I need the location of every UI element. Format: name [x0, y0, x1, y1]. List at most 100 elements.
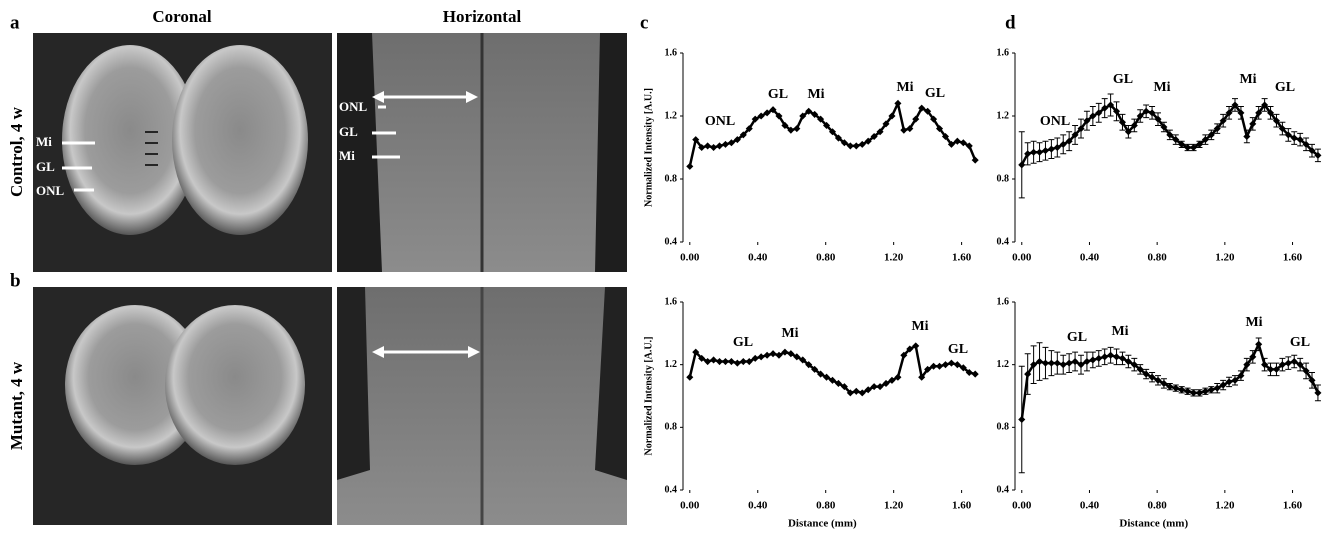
point [924, 365, 932, 373]
point [799, 112, 807, 120]
point [906, 345, 914, 353]
x-tick-label: 1.60 [952, 252, 972, 264]
point [757, 353, 765, 361]
annotation: GL [1290, 335, 1310, 350]
annotation: GL [1113, 72, 1133, 87]
point [781, 121, 789, 129]
panel-label: d [1005, 12, 1016, 33]
point [864, 137, 872, 145]
point [751, 354, 759, 362]
point [1178, 386, 1186, 394]
point [870, 132, 878, 141]
annotation: Mi [1111, 324, 1128, 339]
x-tick-label: 1.20 [1215, 252, 1235, 264]
x-axis-label: Distance (mm) [788, 518, 857, 530]
y-tick-label: 0.4 [997, 236, 1010, 247]
point [882, 379, 890, 388]
point [852, 387, 860, 395]
annotation: ONL [1040, 114, 1070, 129]
point [1047, 145, 1055, 153]
point [1095, 354, 1103, 362]
y-tick-label: 0.4 [665, 236, 678, 247]
point [959, 364, 967, 372]
x-tick-label: 0.40 [748, 500, 768, 512]
point [727, 139, 735, 147]
annotation: GL [768, 87, 788, 102]
point [745, 357, 753, 366]
point [840, 383, 848, 391]
row-header: Control, 4 w [7, 106, 26, 197]
point [1107, 351, 1115, 359]
y-tick-label: 1.6 [665, 296, 678, 307]
point [876, 128, 884, 136]
image-label: Mi [36, 134, 52, 149]
point [846, 142, 854, 150]
point [692, 136, 700, 144]
point [1018, 415, 1026, 424]
point [1184, 387, 1192, 395]
point [1089, 356, 1097, 364]
point [739, 131, 747, 139]
point [775, 351, 783, 359]
point [817, 370, 825, 378]
point [947, 359, 955, 367]
point [751, 115, 759, 123]
point [1207, 386, 1215, 394]
point [900, 126, 908, 134]
y-tick-label: 1.2 [997, 359, 1010, 370]
image-label: Mi [339, 148, 355, 163]
column-header: Horizontal [443, 7, 522, 26]
column-header: Coronal [152, 7, 211, 26]
point [721, 140, 730, 148]
y-axis-label: Normalized Intensity [A.U.] [643, 88, 654, 207]
point [733, 359, 741, 367]
y-tick-label: 1.2 [665, 359, 678, 370]
y-tick-label: 0.8 [997, 422, 1010, 433]
point [876, 383, 884, 391]
point [698, 354, 706, 362]
annotation: Mi [1245, 315, 1262, 330]
image-label: GL [36, 159, 55, 174]
x-tick-label: 1.20 [884, 500, 904, 512]
y-tick-label: 1.2 [665, 110, 678, 121]
point [858, 140, 866, 148]
point [912, 342, 920, 350]
x-tick-label: 0.80 [816, 252, 836, 264]
x-tick-label: 0.40 [748, 252, 768, 264]
point [1041, 147, 1049, 155]
point [787, 126, 795, 134]
y-tick-label: 0.4 [665, 484, 678, 495]
point [918, 104, 926, 112]
point [965, 142, 973, 150]
point [828, 128, 837, 136]
point [775, 112, 783, 120]
point [1172, 384, 1180, 392]
point [793, 353, 801, 361]
point [710, 356, 718, 364]
point [1284, 359, 1292, 367]
panel-label: b [10, 270, 21, 291]
mri-images [33, 33, 627, 525]
x-tick-label: 0.00 [680, 252, 700, 264]
point [930, 362, 938, 370]
row-header: Mutant, 4 w [7, 361, 26, 450]
point [769, 106, 777, 114]
image-label: ONL [339, 99, 368, 114]
point [704, 142, 712, 150]
point [828, 376, 837, 384]
point [1036, 148, 1044, 156]
image-label: ONL [36, 183, 65, 198]
x-tick-label: 0.80 [816, 500, 836, 512]
point [846, 389, 854, 397]
point [763, 109, 771, 117]
y-tick-label: 1.2 [997, 110, 1010, 121]
x-tick-label: 0.80 [1148, 252, 1168, 264]
point [739, 357, 747, 366]
point [1195, 389, 1203, 397]
point [686, 162, 694, 170]
point [745, 125, 753, 133]
point [953, 137, 961, 145]
y-tick-label: 1.6 [665, 47, 678, 58]
panel-label: c [640, 12, 648, 33]
point [834, 379, 842, 388]
